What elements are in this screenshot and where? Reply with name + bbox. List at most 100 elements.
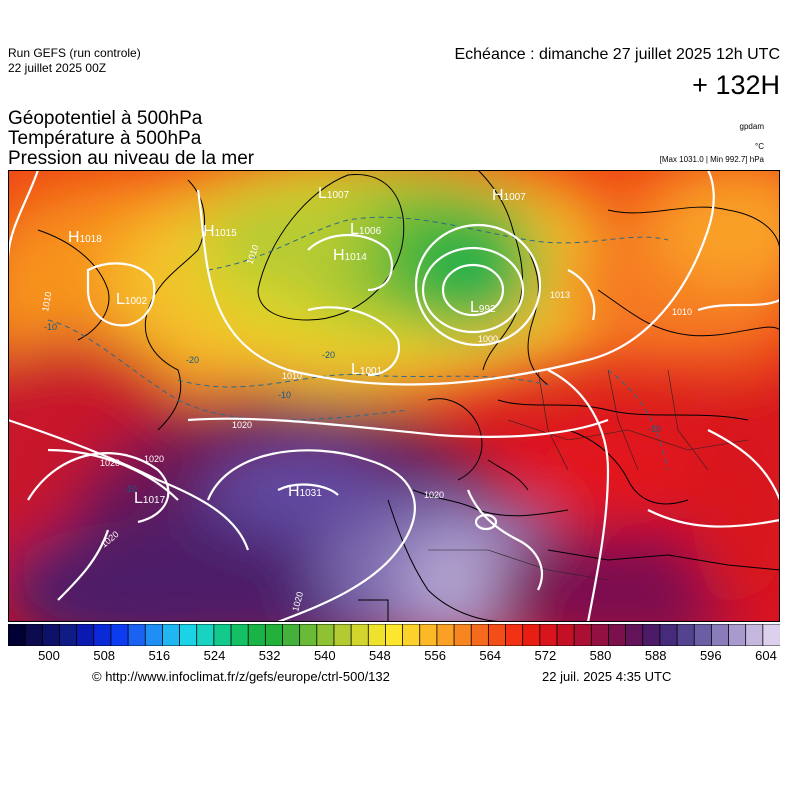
color-scale-label: 500	[38, 648, 60, 663]
forecast-hour: + 132H	[692, 70, 780, 100]
pressure-center: L992	[470, 299, 496, 316]
color-scale-swatch	[487, 624, 507, 646]
pressure-center: H1007	[492, 187, 526, 204]
color-scale-swatch	[385, 624, 404, 646]
color-scale-swatch	[590, 624, 610, 646]
color-scale-swatch	[264, 624, 284, 646]
color-scale-swatch	[24, 624, 44, 646]
credit-url: © http://www.infoclimat.fr/z/gefs/europe…	[92, 669, 390, 684]
pressure-center: H1015	[203, 223, 237, 240]
generation-timestamp: 22 juil. 2025 4:35 UTC	[542, 669, 672, 684]
temperature-label: -10	[124, 484, 137, 494]
color-scale-swatch	[59, 624, 78, 646]
color-scale-swatch	[76, 624, 95, 646]
run-date: 22 juillet 2025 00Z	[8, 61, 107, 75]
color-scale-swatch	[505, 624, 524, 646]
color-scale-swatch	[608, 624, 627, 646]
color-scale-swatch	[230, 624, 250, 646]
temperature-label: -10	[278, 390, 291, 400]
color-scale-label: 548	[369, 648, 391, 663]
color-scale-swatch	[144, 624, 164, 646]
color-scale-swatch	[402, 624, 421, 646]
title-geopotential: Géopotentiel à 500hPa	[8, 108, 203, 129]
temperature-label: -20	[186, 355, 199, 365]
color-scale-swatch	[676, 624, 696, 646]
color-scale-swatch	[127, 624, 147, 646]
pressure-center: L1002	[116, 291, 148, 308]
isobar-label: 1010	[40, 291, 53, 312]
color-scale-swatch	[333, 624, 353, 646]
color-scale-label: 540	[313, 648, 336, 663]
color-scale-swatch	[179, 624, 198, 646]
color-scale-swatch	[745, 624, 764, 646]
pressure-center: L1007	[318, 185, 350, 202]
color-scale-label: 604	[755, 648, 777, 663]
color-scale	[8, 624, 780, 646]
color-scale-swatch	[110, 624, 129, 646]
unit-geopotential: gpdam	[739, 122, 764, 131]
color-scale-label: 516	[148, 648, 171, 663]
color-scale-swatch	[470, 624, 490, 646]
temperature-label: -10	[44, 322, 57, 332]
isobar-label: 1020	[232, 420, 252, 430]
pressure-center: H1031	[288, 483, 322, 500]
color-scale-swatch	[93, 624, 112, 646]
pressure-center: H1018	[68, 229, 102, 246]
pressure-center: L1001	[351, 361, 383, 378]
isobar-label: 1000	[478, 334, 498, 344]
color-scale-swatch	[436, 624, 455, 646]
temperature-contours	[47, 216, 669, 471]
color-scale-swatch	[316, 624, 335, 646]
color-scale-swatch	[539, 624, 558, 646]
color-scale-label: 556	[424, 648, 446, 663]
color-scale-swatch	[625, 624, 644, 646]
color-scale-swatch	[299, 624, 318, 646]
color-scale-swatch	[350, 624, 370, 646]
color-scale-swatch	[642, 624, 661, 646]
color-scale-swatch	[8, 624, 27, 646]
color-scale-swatch	[556, 624, 576, 646]
color-scale-swatch	[728, 624, 747, 646]
color-scale-label: 572	[534, 648, 557, 663]
coastlines	[37, 170, 780, 622]
color-scale-swatch	[762, 624, 780, 646]
map-frame	[8, 170, 780, 622]
color-scale-swatch	[693, 624, 713, 646]
color-scale-swatch	[161, 624, 181, 646]
forecast-map: H1018 H1015 L1007 L1006 H1014 H1007 L100…	[8, 170, 780, 622]
color-scale-swatch	[659, 624, 678, 646]
color-scale-label: 524	[203, 648, 226, 663]
color-scale-swatch	[573, 624, 593, 646]
pressure-center: L1017	[134, 490, 166, 507]
color-scale-swatch	[710, 624, 730, 646]
pressure-center: H1014	[333, 247, 367, 264]
color-scale-label: 532	[258, 648, 281, 663]
isobar-label: 1010	[282, 371, 302, 381]
color-scale-swatch	[367, 624, 387, 646]
title-temperature: Température à 500hPa	[8, 128, 202, 149]
color-scale-label: 596	[699, 648, 722, 663]
color-scale-swatch	[196, 624, 215, 646]
isobar-label: 1010	[672, 307, 692, 317]
isobar-label: 1020	[144, 454, 164, 464]
pressure-center: L1006	[350, 221, 382, 238]
isobars	[8, 170, 780, 622]
color-scale-swatch	[213, 624, 232, 646]
color-scale-swatch	[41, 624, 61, 646]
isobar-label: 1020	[424, 490, 444, 500]
run-title: Run GEFS (run controle)	[8, 46, 141, 60]
color-scale-swatch	[247, 624, 267, 646]
unit-temperature: °C	[755, 142, 764, 151]
color-scale-label: 508	[93, 648, 116, 663]
color-scale-swatch	[522, 624, 541, 646]
color-scale-label: 564	[479, 648, 502, 663]
color-scale-swatch	[453, 624, 473, 646]
color-scale-swatch	[419, 624, 438, 646]
temperature-label: -20	[322, 350, 335, 360]
temperature-label: -10	[648, 424, 661, 434]
color-scale-swatch	[282, 624, 301, 646]
color-scale-label: 588	[644, 648, 667, 663]
pressure-range: [Max 1031.0 | Min 992.7] hPa	[659, 155, 764, 164]
color-scale-labels: 500 508 516 524 532 540 548 556 564 572 580 588 596 6…	[0, 648, 788, 666]
color-scale-label: 580	[589, 648, 612, 663]
